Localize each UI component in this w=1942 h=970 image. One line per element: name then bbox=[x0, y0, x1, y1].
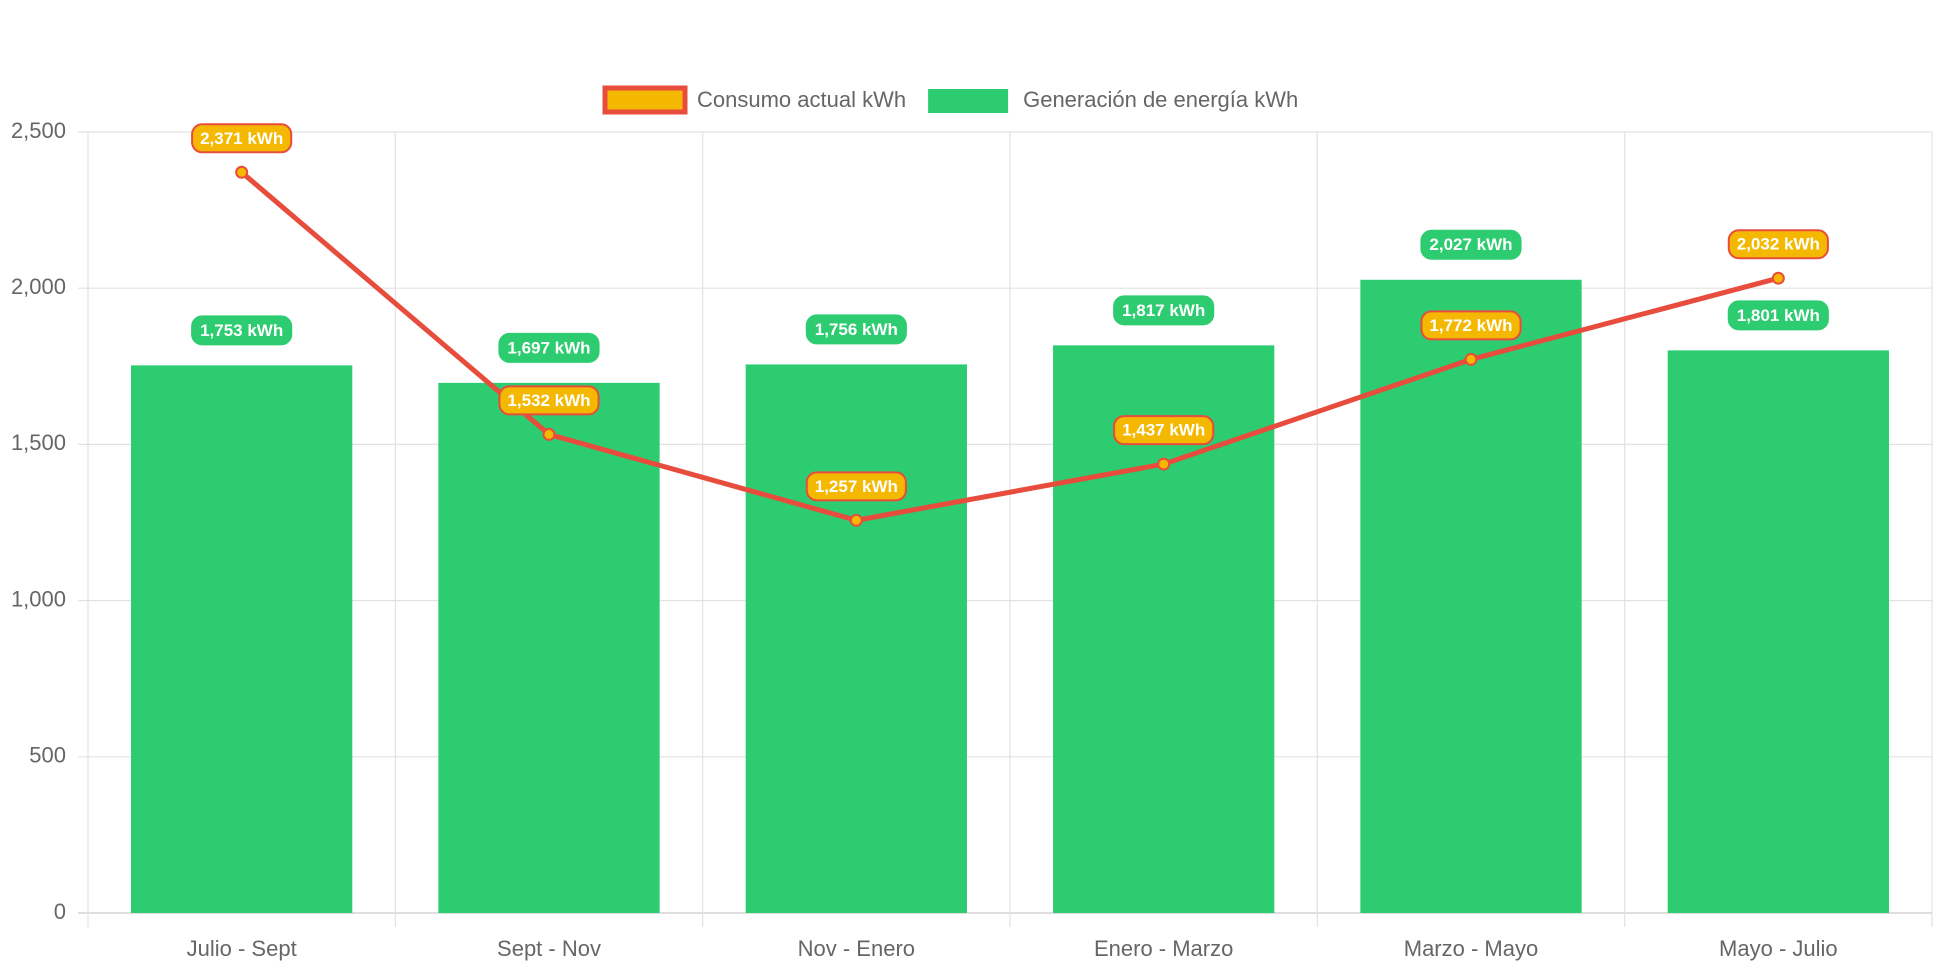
value-label-box bbox=[1727, 300, 1829, 331]
x-tick-label: Julio - Sept bbox=[187, 936, 297, 961]
bar bbox=[1360, 279, 1582, 913]
value-label: 1,697 kWh bbox=[507, 338, 590, 357]
y-tick-label: 1,500 bbox=[11, 430, 66, 455]
bar bbox=[438, 382, 660, 914]
legend-label[interactable]: Consumo actual kWh bbox=[697, 87, 906, 112]
line-point bbox=[1464, 352, 1478, 366]
x-tick-label: Sept - Nov bbox=[497, 936, 601, 961]
value-label: 1,817 kWh bbox=[1122, 301, 1205, 320]
value-label: 2,371 kWh bbox=[200, 129, 283, 148]
line-point bbox=[1157, 457, 1171, 471]
value-label-box bbox=[805, 471, 907, 502]
bar bbox=[131, 365, 353, 913]
x-tick-label: Enero - Marzo bbox=[1094, 936, 1233, 961]
value-label-box bbox=[498, 332, 600, 363]
value-label-box bbox=[1420, 310, 1522, 341]
bar bbox=[745, 364, 967, 913]
value-label-box bbox=[1727, 229, 1829, 260]
value-label: 1,756 kWh bbox=[815, 320, 898, 339]
value-label-box bbox=[191, 315, 293, 346]
line-point bbox=[849, 513, 863, 527]
value-label: 2,032 kWh bbox=[1737, 235, 1820, 254]
y-tick-label: 2,500 bbox=[11, 118, 66, 143]
legend-label[interactable]: Generación de energía kWh bbox=[1023, 87, 1298, 112]
bar bbox=[1667, 350, 1889, 913]
value-label: 1,801 kWh bbox=[1737, 306, 1820, 325]
legend-swatch[interactable] bbox=[928, 89, 1009, 113]
value-label: 2,027 kWh bbox=[1429, 235, 1512, 254]
value-label-box bbox=[805, 314, 907, 345]
x-tick-label: Mayo - Julio bbox=[1719, 936, 1838, 961]
x-tick-label: Marzo - Mayo bbox=[1404, 936, 1538, 961]
x-tick-label: Nov - Enero bbox=[798, 936, 915, 961]
y-tick-label: 1,000 bbox=[11, 586, 66, 611]
legend-swatch[interactable] bbox=[602, 85, 688, 115]
line bbox=[240, 170, 1779, 523]
line-point bbox=[235, 165, 249, 179]
y-tick-label: 500 bbox=[29, 743, 66, 768]
value-label: 1,437 kWh bbox=[1122, 421, 1205, 440]
value-label-box bbox=[1113, 415, 1215, 446]
value-label-box bbox=[191, 123, 293, 154]
value-label-box bbox=[498, 385, 600, 416]
value-label: 1,753 kWh bbox=[200, 321, 283, 340]
value-label: 1,532 kWh bbox=[507, 391, 590, 410]
y-tick-label: 2,000 bbox=[11, 274, 66, 299]
line-point bbox=[1771, 271, 1785, 285]
value-label: 1,257 kWh bbox=[815, 477, 898, 496]
value-label-box bbox=[1113, 295, 1215, 326]
value-label-box bbox=[1420, 229, 1522, 260]
y-tick-label: 0 bbox=[54, 899, 66, 924]
line-point bbox=[542, 427, 556, 441]
value-label: 1,772 kWh bbox=[1429, 316, 1512, 335]
